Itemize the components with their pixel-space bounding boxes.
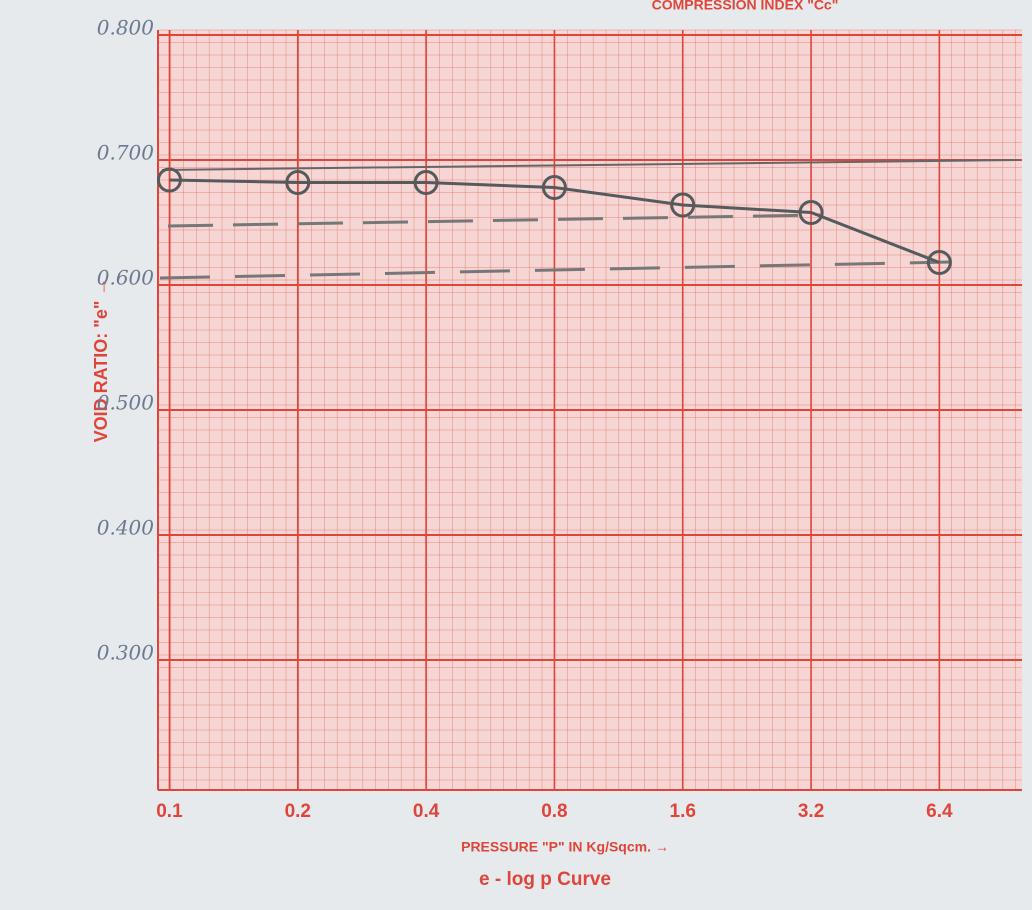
- x-tick-label: 0.1: [156, 801, 183, 822]
- y-tick-label: 0.300: [97, 641, 155, 665]
- y-tick-label: 0.500: [97, 391, 155, 415]
- x-tick-label: 0.2: [285, 801, 311, 822]
- y-axis-label: VOID RATIO: "e" →: [91, 278, 111, 443]
- y-tick-label: 0.800: [97, 16, 155, 40]
- chart-title: e - log p Curve: [479, 869, 611, 890]
- construction-line: [167, 213, 821, 228]
- construction-line: [161, 159, 1021, 171]
- x-tick-label: 0.8: [541, 801, 567, 822]
- y-tick-label: 0.600: [97, 266, 155, 290]
- x-tick-label: 1.6: [670, 801, 696, 822]
- data-point: [670, 192, 696, 218]
- data-point: [413, 170, 439, 195]
- x-tick-label: 3.2: [798, 801, 824, 822]
- data-point: [798, 200, 824, 225]
- x-tick-label: 6.4: [926, 801, 953, 822]
- data-point: [156, 167, 182, 193]
- curve: [169, 178, 940, 264]
- x-tick-label: 0.4: [413, 801, 440, 822]
- annotation: COMPRESSION INDEX "Cc": [652, 0, 839, 13]
- y-tick-label: 0.400: [97, 516, 155, 540]
- data-point: [926, 250, 952, 275]
- construction-line: [159, 260, 951, 280]
- data-point: [285, 170, 311, 195]
- y-tick-label: 0.700: [97, 141, 155, 165]
- data-point: [541, 175, 567, 200]
- x-axis-label: PRESSURE "P" IN Kg/Sqcm. →: [461, 839, 669, 855]
